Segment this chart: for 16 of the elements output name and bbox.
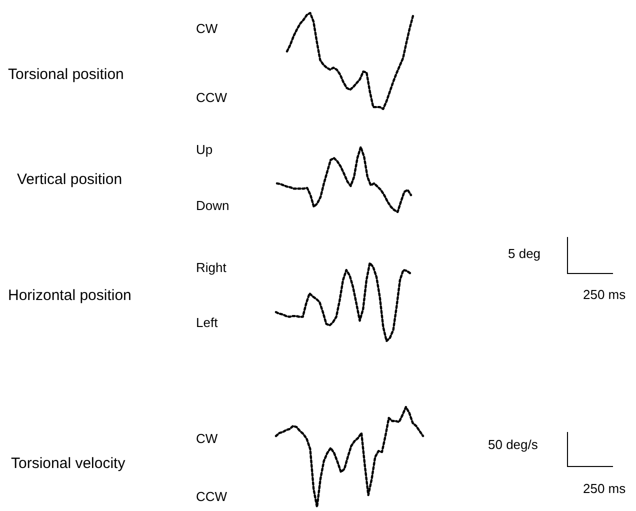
text: Right <box>196 260 227 275</box>
y-axis-title: Torsional velocity <box>11 455 126 472</box>
text: 250 ms <box>583 287 626 302</box>
text: 250 ms <box>583 481 626 496</box>
text: Down <box>196 198 230 213</box>
text: 5 deg <box>508 246 541 261</box>
text: Left <box>196 315 218 330</box>
y-axis-title: Horizontal position <box>8 287 132 304</box>
text: Up <box>196 142 213 157</box>
y-axis-title: Vertical position <box>17 171 122 188</box>
y-axis-title: Torsional position <box>8 66 124 83</box>
text: CCW <box>196 90 228 105</box>
text: 50 deg/s <box>488 437 538 452</box>
text: CCW <box>196 489 228 504</box>
text: CW <box>196 431 218 446</box>
text: CW <box>196 21 218 36</box>
